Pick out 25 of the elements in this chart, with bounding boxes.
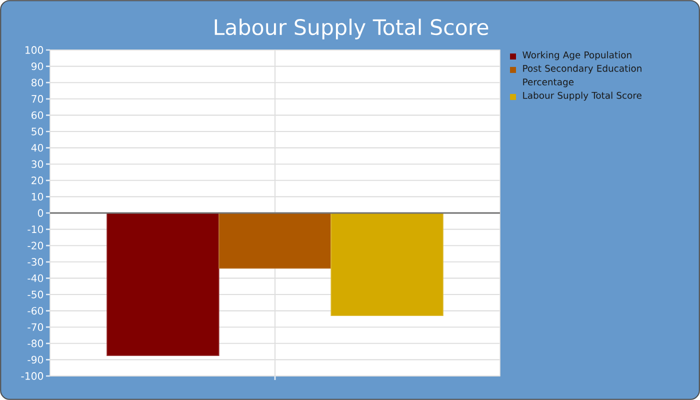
y-tick-label: 80 bbox=[32, 78, 44, 86]
y-tick-label: 30 bbox=[32, 160, 44, 168]
y-tick-label: -10 bbox=[28, 225, 44, 234]
chart-title: Labour Supply Total Score bbox=[214, 18, 488, 40]
y-tick-label: 50 bbox=[32, 128, 44, 136]
y-tick-label: -70 bbox=[28, 323, 44, 331]
y-tick-label: 40 bbox=[31, 144, 44, 152]
y-tick-label: -50 bbox=[28, 290, 44, 298]
y-tick-label: -90 bbox=[28, 356, 44, 364]
y-tick-label: -100 bbox=[21, 372, 44, 380]
legend-label: Working Age Population bbox=[522, 51, 632, 60]
y-tick-label: -30 bbox=[28, 258, 44, 266]
legend-label: Post Secondary Education Percentage bbox=[523, 64, 642, 88]
y-tick-label: -20 bbox=[28, 242, 44, 250]
y-tick-label: -80 bbox=[28, 340, 44, 348]
y-tick-label: 0 bbox=[38, 209, 44, 217]
legend-label: Labour Supply Total Score bbox=[523, 92, 642, 101]
y-tick-label: 70 bbox=[32, 95, 44, 103]
y-tick-label: 20 bbox=[32, 176, 44, 184]
y-tick-label: -60 bbox=[28, 306, 44, 315]
y-tick-label: 90 bbox=[31, 62, 44, 70]
y-tick-label: 100 bbox=[26, 46, 44, 54]
y-tick-label: 60 bbox=[32, 111, 44, 120]
y-tick-label: 10 bbox=[32, 192, 44, 201]
y-tick-label: -40 bbox=[28, 274, 44, 282]
